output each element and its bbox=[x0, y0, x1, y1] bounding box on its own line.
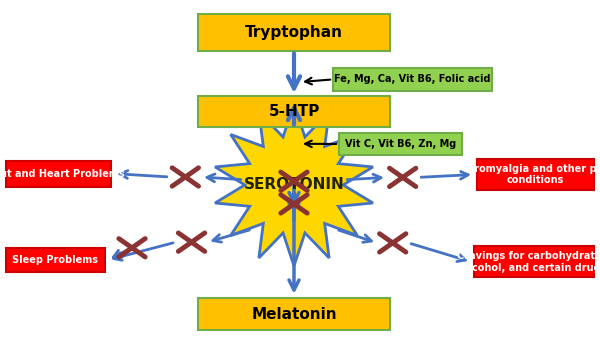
Polygon shape bbox=[215, 104, 373, 266]
Text: Gut and Heart Problems: Gut and Heart Problems bbox=[0, 169, 125, 179]
FancyBboxPatch shape bbox=[474, 246, 594, 277]
Text: 5-HTP: 5-HTP bbox=[268, 104, 320, 119]
FancyBboxPatch shape bbox=[198, 96, 390, 127]
Text: SEROTONIN: SEROTONIN bbox=[244, 178, 344, 192]
FancyBboxPatch shape bbox=[198, 298, 390, 330]
Text: Vit C, Vit B6, Zn, Mg: Vit C, Vit B6, Zn, Mg bbox=[345, 139, 456, 149]
FancyBboxPatch shape bbox=[198, 14, 390, 51]
FancyBboxPatch shape bbox=[333, 68, 492, 91]
FancyBboxPatch shape bbox=[339, 133, 462, 155]
FancyBboxPatch shape bbox=[477, 159, 594, 190]
Text: Tryptophan: Tryptophan bbox=[245, 25, 343, 40]
Text: Melatonin: Melatonin bbox=[251, 307, 337, 321]
Text: Fibromyalgia and other pain
conditions: Fibromyalgia and other pain conditions bbox=[457, 164, 600, 185]
FancyBboxPatch shape bbox=[6, 161, 111, 187]
Text: Fe, Mg, Ca, Vit B6, Folic acid: Fe, Mg, Ca, Vit B6, Folic acid bbox=[334, 74, 491, 84]
Text: Sleep Problems: Sleep Problems bbox=[13, 255, 98, 265]
FancyBboxPatch shape bbox=[6, 248, 105, 272]
Text: Cravings for carbohydrates,
alcohol, and certain drugs: Cravings for carbohydrates, alcohol, and… bbox=[457, 251, 600, 273]
